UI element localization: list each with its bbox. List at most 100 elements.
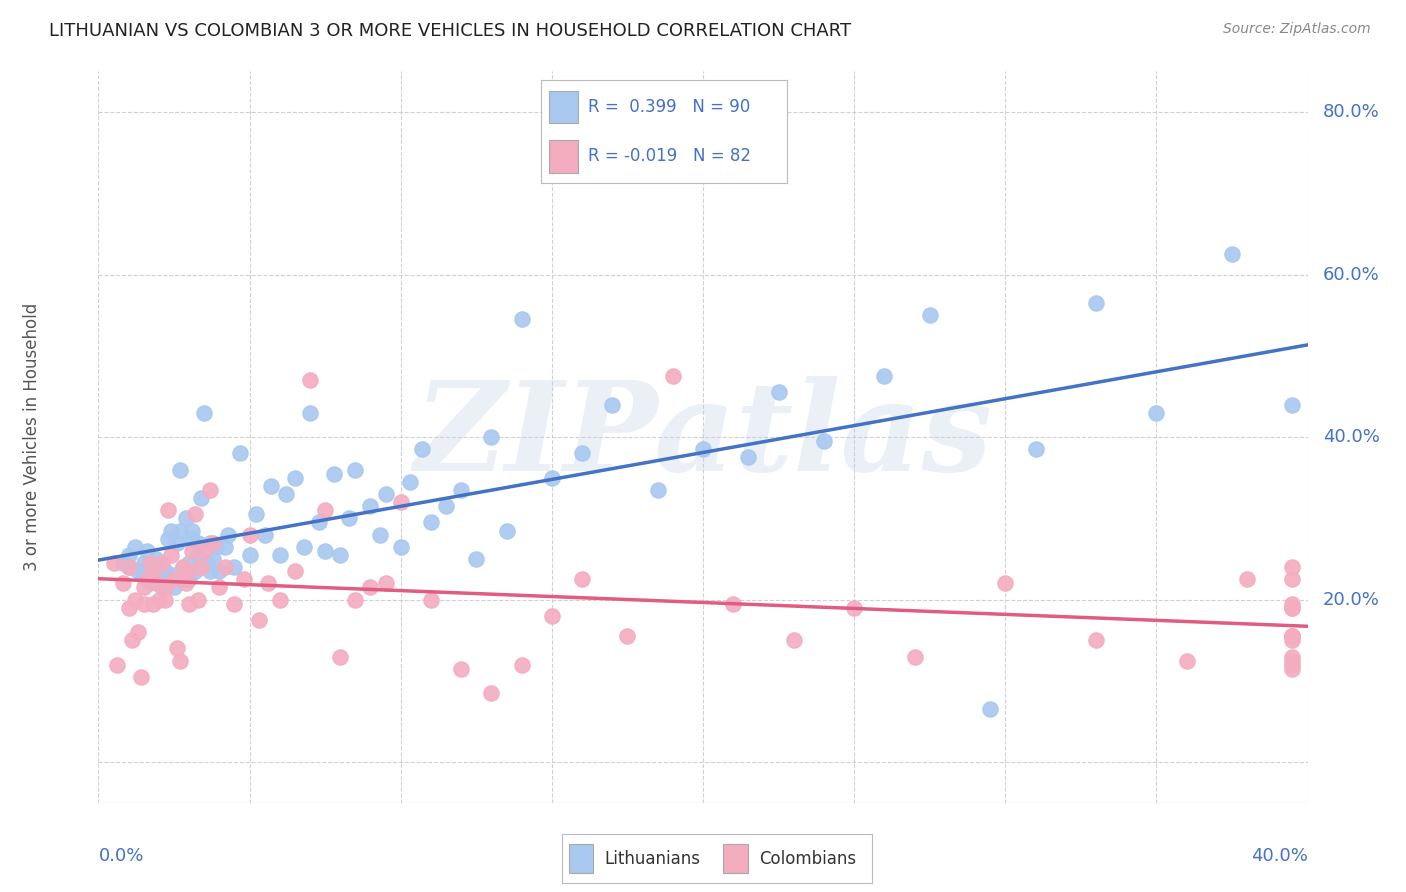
- Point: [374, 576, 396, 591]
- Point: [190, 491, 212, 505]
- Point: [994, 576, 1017, 591]
- Point: [177, 597, 201, 611]
- Point: [124, 592, 146, 607]
- Point: [904, 649, 927, 664]
- Point: [177, 556, 201, 570]
- Point: [105, 657, 128, 672]
- Bar: [568, 844, 593, 873]
- Point: [274, 487, 297, 501]
- Point: [163, 581, 186, 595]
- Point: [314, 544, 336, 558]
- Point: [184, 508, 207, 522]
- Point: [239, 527, 262, 541]
- Point: [124, 540, 146, 554]
- Point: [118, 600, 141, 615]
- Point: [1236, 572, 1258, 586]
- Point: [1024, 442, 1046, 457]
- Point: [224, 597, 246, 611]
- Point: [510, 312, 533, 326]
- Point: [329, 649, 352, 664]
- Point: [190, 560, 212, 574]
- Point: [156, 503, 179, 517]
- Point: [1175, 654, 1198, 668]
- Point: [166, 535, 188, 549]
- Point: [232, 572, 254, 586]
- Point: [103, 556, 125, 570]
- Point: [602, 398, 624, 412]
- Point: [139, 556, 162, 570]
- Point: [160, 524, 183, 538]
- Point: [329, 548, 352, 562]
- Point: [118, 560, 141, 574]
- Point: [153, 572, 176, 586]
- Point: [172, 560, 194, 574]
- Point: [411, 442, 433, 457]
- Point: [571, 572, 593, 586]
- Point: [1281, 597, 1303, 611]
- Bar: [723, 844, 748, 873]
- Text: 20.0%: 20.0%: [1323, 591, 1379, 608]
- Point: [918, 308, 941, 322]
- Point: [434, 499, 457, 513]
- Point: [419, 592, 441, 607]
- Point: [142, 564, 165, 578]
- Point: [142, 597, 165, 611]
- Point: [481, 686, 503, 700]
- Point: [132, 597, 155, 611]
- Point: [145, 552, 167, 566]
- Point: [195, 556, 218, 570]
- Point: [616, 629, 638, 643]
- Point: [269, 548, 291, 562]
- Point: [284, 564, 307, 578]
- Point: [1144, 406, 1167, 420]
- Text: Source: ZipAtlas.com: Source: ZipAtlas.com: [1223, 22, 1371, 37]
- Point: [181, 524, 204, 538]
- Point: [118, 560, 141, 574]
- Point: [200, 564, 222, 578]
- Point: [118, 548, 141, 562]
- Point: [200, 483, 222, 497]
- Point: [1281, 649, 1303, 664]
- Point: [344, 462, 367, 476]
- Point: [177, 572, 201, 586]
- Point: [1281, 572, 1303, 586]
- Point: [132, 568, 155, 582]
- Text: Colombians: Colombians: [759, 849, 856, 868]
- Point: [360, 581, 382, 595]
- Point: [245, 508, 267, 522]
- Point: [692, 442, 714, 457]
- Point: [1281, 629, 1303, 643]
- Point: [450, 662, 472, 676]
- Text: 40.0%: 40.0%: [1251, 847, 1308, 865]
- Point: [208, 564, 231, 578]
- Point: [129, 670, 152, 684]
- Point: [150, 556, 173, 570]
- Point: [247, 613, 270, 627]
- Point: [1281, 600, 1303, 615]
- Point: [374, 487, 396, 501]
- Point: [284, 471, 307, 485]
- Point: [208, 581, 231, 595]
- Point: [127, 564, 149, 578]
- Point: [450, 483, 472, 497]
- Point: [200, 535, 222, 549]
- Point: [495, 524, 517, 538]
- Point: [224, 560, 246, 574]
- Point: [323, 467, 346, 481]
- Point: [269, 592, 291, 607]
- Point: [661, 369, 683, 384]
- Point: [844, 600, 866, 615]
- Point: [1281, 657, 1303, 672]
- Point: [256, 576, 278, 591]
- Point: [979, 702, 1001, 716]
- Point: [181, 532, 204, 546]
- Point: [169, 654, 191, 668]
- Point: [163, 568, 186, 582]
- Point: [721, 597, 744, 611]
- Point: [160, 548, 183, 562]
- Point: [145, 576, 167, 591]
- Point: [389, 540, 412, 554]
- Point: [214, 540, 236, 554]
- Point: [360, 499, 382, 513]
- Point: [1281, 629, 1303, 643]
